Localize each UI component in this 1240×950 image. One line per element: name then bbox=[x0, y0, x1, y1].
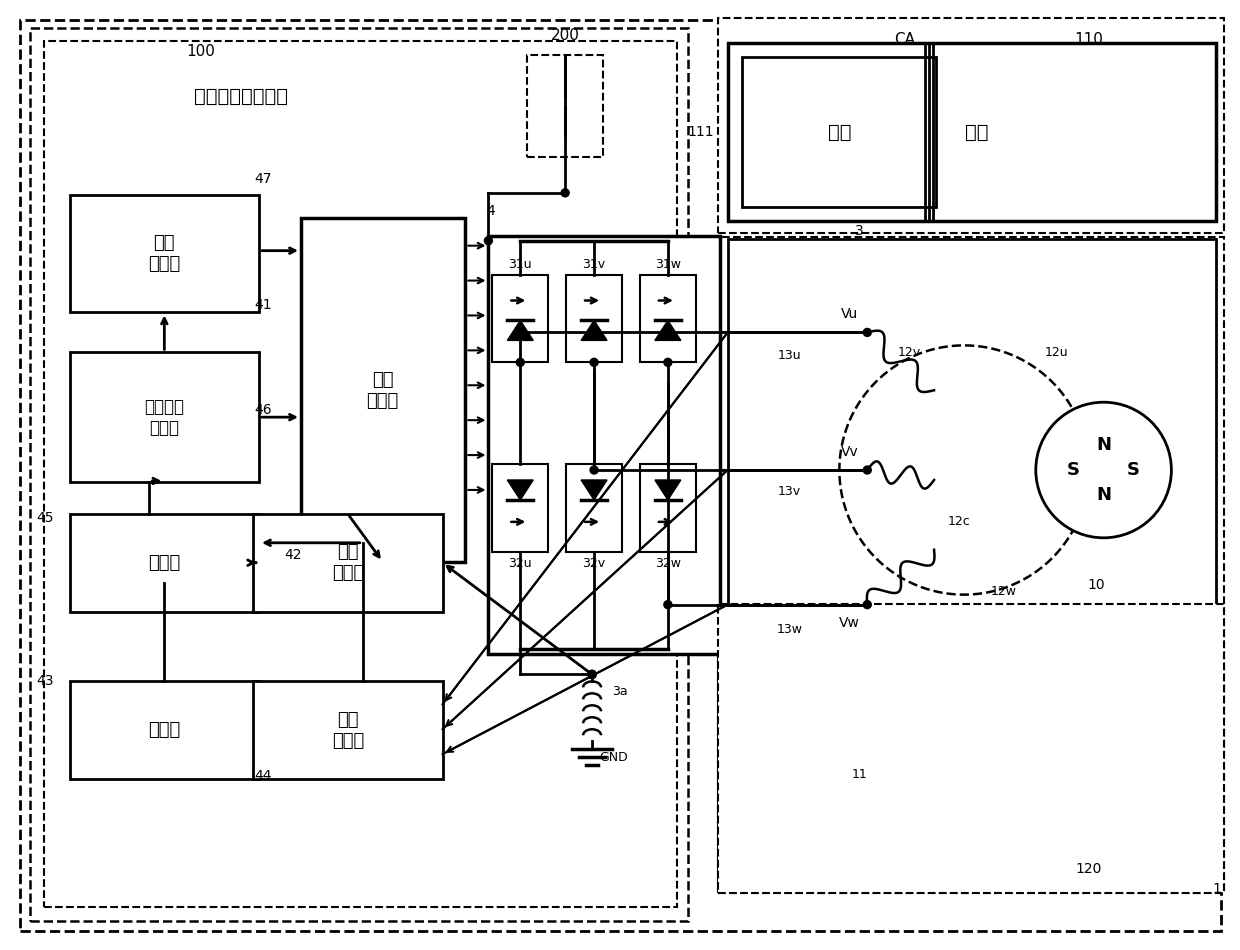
Circle shape bbox=[863, 329, 872, 336]
Bar bbox=[30, 28, 688, 921]
Text: 电压
检测部: 电压 检测部 bbox=[331, 711, 363, 750]
Text: 13v: 13v bbox=[777, 485, 801, 499]
Text: 32u: 32u bbox=[508, 558, 532, 570]
Text: GND: GND bbox=[600, 750, 629, 764]
Text: 44: 44 bbox=[254, 770, 272, 783]
Bar bbox=[567, 275, 622, 362]
Bar bbox=[718, 603, 1224, 893]
Text: 转速
检测部: 转速 检测部 bbox=[149, 235, 181, 273]
Circle shape bbox=[590, 466, 598, 474]
Text: 马达驱动控制装置: 马达驱动控制装置 bbox=[195, 86, 288, 105]
Bar bbox=[742, 57, 936, 207]
Text: 12w: 12w bbox=[991, 585, 1017, 598]
Circle shape bbox=[588, 671, 596, 678]
Bar bbox=[69, 195, 259, 313]
Polygon shape bbox=[582, 320, 608, 340]
Bar bbox=[253, 681, 443, 779]
Text: S: S bbox=[1127, 461, 1140, 479]
Circle shape bbox=[562, 189, 569, 197]
Text: 31w: 31w bbox=[655, 258, 681, 271]
Polygon shape bbox=[655, 320, 681, 340]
Bar bbox=[640, 464, 696, 552]
Text: 31u: 31u bbox=[508, 258, 532, 271]
Text: 111: 111 bbox=[687, 125, 714, 139]
Bar bbox=[492, 275, 548, 362]
Text: 42: 42 bbox=[284, 548, 301, 561]
Text: 100: 100 bbox=[187, 44, 216, 59]
Circle shape bbox=[588, 671, 596, 678]
Text: 12u: 12u bbox=[1045, 346, 1069, 359]
Text: 31v: 31v bbox=[583, 258, 605, 271]
Text: 41: 41 bbox=[254, 298, 272, 313]
Text: 4: 4 bbox=[486, 203, 495, 218]
Text: S: S bbox=[1068, 461, 1080, 479]
Bar bbox=[718, 237, 1224, 893]
Bar bbox=[69, 681, 259, 779]
Text: 47: 47 bbox=[254, 172, 272, 186]
Text: N: N bbox=[1096, 486, 1111, 504]
Text: N: N bbox=[1096, 436, 1111, 454]
Text: 120: 120 bbox=[1075, 862, 1102, 876]
Text: 32w: 32w bbox=[655, 558, 681, 570]
Text: 12v: 12v bbox=[898, 346, 921, 359]
Circle shape bbox=[590, 358, 598, 367]
Text: 3: 3 bbox=[854, 223, 864, 238]
Text: 43: 43 bbox=[36, 674, 53, 689]
Text: 11: 11 bbox=[852, 768, 867, 781]
Bar bbox=[301, 218, 465, 561]
Bar bbox=[728, 44, 1216, 220]
Circle shape bbox=[863, 600, 872, 609]
Bar bbox=[69, 352, 259, 482]
Text: 3a: 3a bbox=[613, 685, 627, 698]
Bar bbox=[69, 514, 259, 612]
Bar bbox=[43, 41, 677, 906]
Bar bbox=[728, 238, 1216, 881]
Text: Vu: Vu bbox=[841, 308, 858, 321]
Text: 电流
检测部: 电流 检测部 bbox=[331, 543, 363, 582]
Circle shape bbox=[485, 237, 492, 245]
Circle shape bbox=[588, 671, 596, 678]
Polygon shape bbox=[582, 480, 608, 500]
Bar bbox=[253, 514, 443, 612]
Circle shape bbox=[516, 358, 525, 367]
Polygon shape bbox=[507, 320, 533, 340]
Bar bbox=[527, 55, 603, 157]
Circle shape bbox=[1035, 402, 1172, 538]
Bar bbox=[489, 236, 719, 655]
Text: 13u: 13u bbox=[777, 349, 801, 362]
Bar bbox=[718, 18, 1224, 233]
Text: 46: 46 bbox=[254, 403, 272, 417]
Text: 10: 10 bbox=[1087, 578, 1105, 592]
Text: 叶片: 叶片 bbox=[827, 123, 851, 142]
Bar bbox=[492, 464, 548, 552]
Text: 13w: 13w bbox=[776, 623, 802, 636]
Text: CA: CA bbox=[894, 31, 915, 47]
Circle shape bbox=[663, 600, 672, 609]
Bar bbox=[567, 464, 622, 552]
Text: 判定部: 判定部 bbox=[149, 554, 181, 572]
Bar bbox=[640, 275, 696, 362]
Text: 叶轮: 叶轮 bbox=[965, 123, 988, 142]
Text: 200: 200 bbox=[551, 28, 579, 43]
Polygon shape bbox=[655, 480, 681, 500]
Circle shape bbox=[663, 358, 672, 367]
Text: Vv: Vv bbox=[841, 445, 858, 459]
Circle shape bbox=[863, 466, 872, 474]
Text: 45: 45 bbox=[36, 511, 53, 524]
Text: 1: 1 bbox=[1213, 882, 1221, 896]
Text: 驱动
控制部: 驱动 控制部 bbox=[367, 370, 399, 409]
Text: Vw: Vw bbox=[839, 616, 859, 630]
Polygon shape bbox=[507, 480, 533, 500]
Text: 存储部: 存储部 bbox=[149, 721, 181, 739]
Circle shape bbox=[516, 329, 525, 336]
Text: 32v: 32v bbox=[583, 558, 605, 570]
Text: 12c: 12c bbox=[947, 515, 971, 528]
Text: 位置信息
生成部: 位置信息 生成部 bbox=[144, 398, 185, 437]
Text: 110: 110 bbox=[1074, 31, 1104, 47]
